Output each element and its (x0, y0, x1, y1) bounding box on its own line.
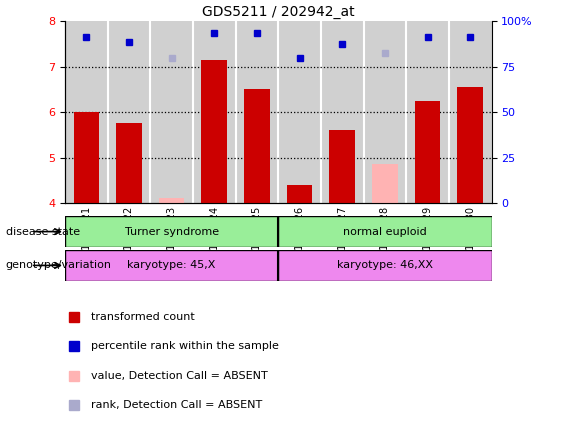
Bar (406, 21, 449, 203)
Bar (244, 89, 270, 203)
Bar (150, 21, 193, 203)
Bar (329, 130, 355, 203)
Bar (449, 21, 492, 203)
Bar (364, 21, 406, 203)
Text: genotype/variation: genotype/variation (6, 261, 112, 270)
Bar (279, 21, 321, 203)
Bar (73, 112, 99, 203)
Bar (278, 250, 492, 281)
Text: rank, Detection Call = ABSENT: rank, Detection Call = ABSENT (90, 400, 262, 410)
Text: value, Detection Call = ABSENT: value, Detection Call = ABSENT (90, 371, 267, 381)
Bar (65, 250, 278, 281)
Text: percentile rank within the sample: percentile rank within the sample (90, 341, 279, 352)
Text: karyotype: 46,XX: karyotype: 46,XX (337, 261, 433, 270)
Bar (202, 60, 227, 203)
Bar (287, 185, 312, 203)
Bar (193, 21, 236, 203)
Bar (415, 101, 440, 203)
Bar (458, 87, 483, 203)
Bar (65, 21, 107, 203)
Text: normal euploid: normal euploid (343, 227, 427, 236)
Bar (372, 165, 398, 203)
Title: GDS5211 / 202942_at: GDS5211 / 202942_at (202, 5, 355, 19)
Bar (236, 21, 278, 203)
Text: Turner syndrome: Turner syndrome (124, 227, 219, 236)
Bar (278, 216, 492, 247)
Bar (159, 198, 184, 203)
Text: disease state: disease state (6, 227, 80, 236)
Text: transformed count: transformed count (90, 312, 194, 322)
Bar (321, 21, 364, 203)
Text: karyotype: 45,X: karyotype: 45,X (128, 261, 216, 270)
Bar (116, 124, 142, 203)
Bar (65, 216, 278, 247)
Bar (107, 21, 150, 203)
